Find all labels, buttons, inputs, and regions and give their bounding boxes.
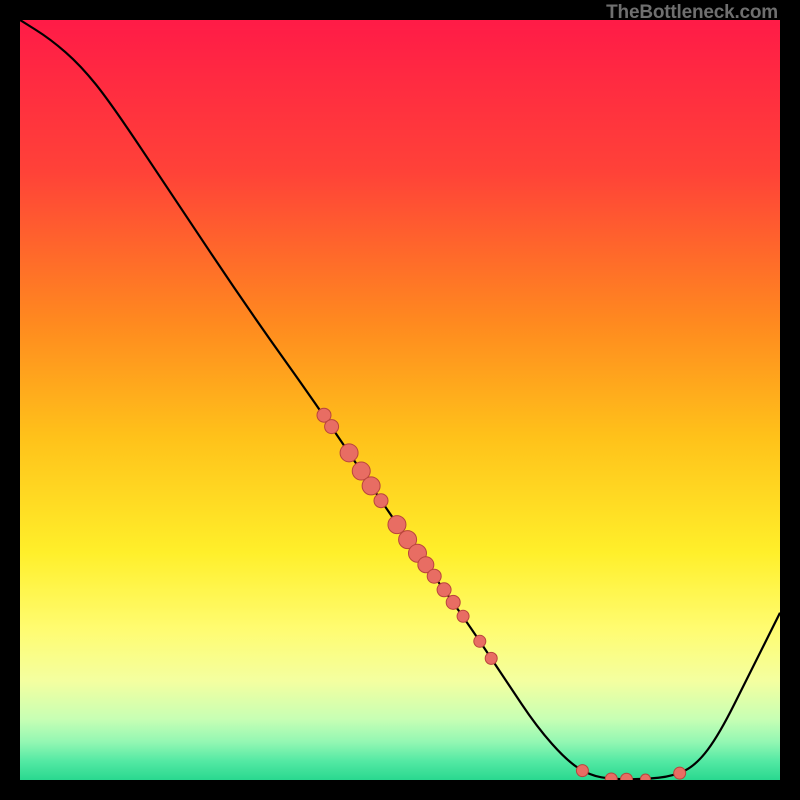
data-marker	[457, 610, 469, 622]
data-marker	[388, 516, 406, 534]
bottleneck-curve	[20, 20, 780, 779]
plot-area	[20, 20, 780, 780]
data-marker	[640, 774, 650, 780]
data-marker	[576, 765, 588, 777]
data-marker	[374, 494, 388, 508]
data-marker	[485, 652, 497, 664]
data-marker	[325, 420, 339, 434]
data-marker	[437, 583, 451, 597]
chart-root: TheBottleneck.com	[0, 0, 800, 800]
data-marker	[362, 477, 380, 495]
curve-layer	[20, 20, 780, 780]
marker-group	[317, 408, 686, 780]
data-marker	[446, 595, 460, 609]
data-marker	[474, 635, 486, 647]
data-marker	[340, 444, 358, 462]
data-marker	[605, 773, 617, 780]
data-marker	[620, 773, 632, 780]
data-marker	[427, 569, 441, 583]
data-marker	[674, 767, 686, 779]
